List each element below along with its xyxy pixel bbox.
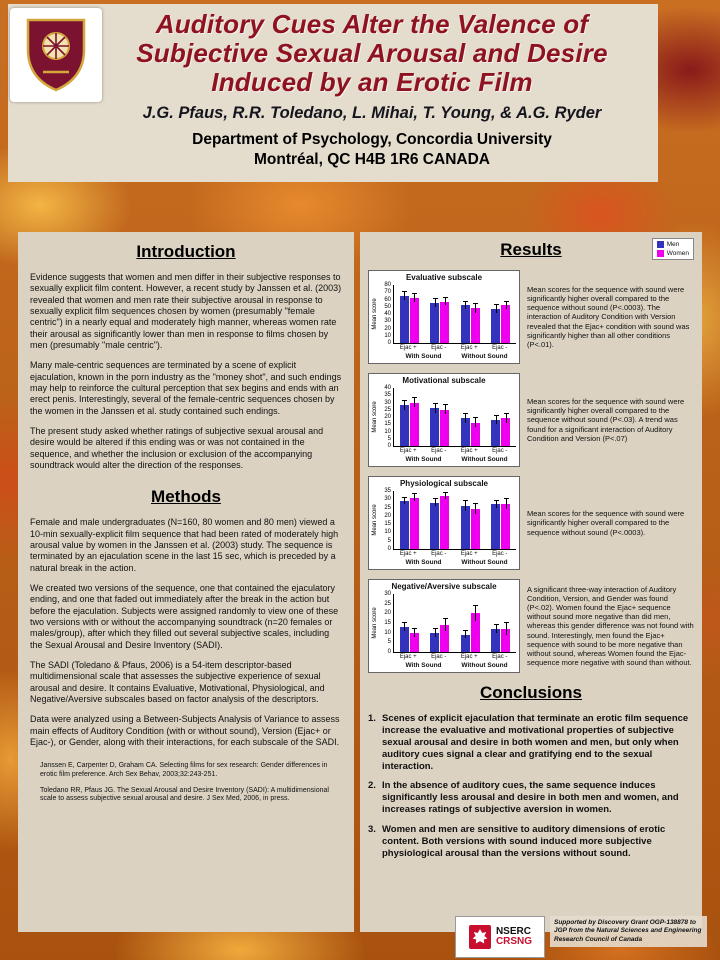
left-column: Introduction Evidence suggests that wome… [18,232,354,932]
conclusion-item: 3. Women and men are sensitive to audito… [368,824,694,860]
introduction-heading: Introduction [136,242,236,261]
chart-plot-area [393,285,516,344]
conclusion-item: 2. In the absence of auditory cues, the … [368,780,694,816]
chart-y-axis-label: Mean score [371,504,378,536]
methods-text: Female and male undergraduates (N=160, 8… [30,517,342,748]
chart-y-ticks: 0 5 10 15 20 25 30 [384,591,391,655]
results-note: A significant three-way interaction of A… [527,584,694,667]
department-line: Department of Psychology, Concordia Univ… [192,131,552,149]
address-line: Montréal, QC H4B 1R6 CANADA [254,150,490,168]
concordia-crest [10,8,102,102]
affiliation: Department of Psychology, Concordia Univ… [104,130,640,169]
chart-motivational: Motivational subscale Mean score 0 5 10 15 2… [368,373,520,467]
men-swatch-icon [656,241,664,248]
conclusions-section: Conclusions 1. Scenes of explicit ejacul… [368,683,694,860]
conclusions-heading: Conclusions [479,683,582,702]
nserc-label: NSERC [495,926,531,937]
reference-item: Toledano RR, Pfaus JG. The Sexual Arousa… [30,787,342,805]
conclusion-number: 2. [368,780,376,792]
chart-group-labels: With Sound Without Sound [405,662,508,669]
chart-y-ticks: 0 5 10 15 20 25 30 35 [384,488,391,552]
chart-y-ticks: 0 5 10 15 20 25 30 35 40 [384,385,391,449]
results-row-evaluative: Evaluative subscale Mean score 0 10 20 30 40… [368,270,694,364]
results-note: Mean scores for the sequence with sound … [527,397,685,443]
header: Auditory Cues Alter the Valence of Subje… [104,9,640,169]
crsng-label: CRSNG [495,936,533,947]
nserc-logo: NSERC CRSNG [455,916,545,958]
poster-title: Auditory Cues Alter the Valence of Subje… [104,9,640,98]
chart-plot-area [393,388,516,447]
legend-women: Women [656,250,689,257]
chart-group-labels: With Sound Without Sound [405,559,508,566]
chart-y-axis-label: Mean score [371,607,378,639]
funding-acknowledgement: Supported by Discovery Grant OGP-138878 … [550,916,707,948]
chart-x-labels: Ejac + Ejac - Ejac + Ejac - [399,448,508,454]
chart-physiological: Physiological subscale Mean score 0 5 10 15… [368,476,520,570]
nserc-wordmark: NSERC CRSNG [496,927,532,947]
chart-title: Negative/Aversive subscale [391,582,497,591]
reference-text: Toledano RR, Pfaus JG. The Sexual Arousa… [40,786,329,803]
chart-x-labels: Ejac + Ejac - Ejac + Ejac - [399,345,508,351]
chart-plot-area [393,491,516,550]
title-line-3: Induced by an Erotic Film [211,67,533,98]
chart-evaluative: Evaluative subscale Mean score 0 10 20 30 40… [368,270,520,364]
chart-title: Evaluative subscale [405,273,483,282]
introduction-text: Evidence suggests that women and men dif… [30,272,342,471]
right-column: Results Men Women Evaluative subscale Me… [360,232,702,932]
chart-x-labels: Ejac + Ejac - Ejac + Ejac - [399,551,508,557]
conclusion-text: In the absence of auditory cues, the sam… [382,780,679,816]
results-row-physiological: Physiological subscale Mean score 0 5 10 15… [368,476,694,570]
chart-y-axis-label: Mean score [371,298,378,330]
nserc-flag-icon [468,925,491,949]
results-row-motivational: Motivational subscale Mean score 0 5 10 15 2… [368,373,694,467]
results-note: Mean scores for the sequence with sound … [527,285,690,349]
chart-y-ticks: 0 10 20 30 40 50 60 70 80 [384,282,391,346]
methods-paragraph: Female and male undergraduates (N=160, 8… [30,517,339,573]
chart-group-labels: With Sound Without Sound [405,353,508,360]
results-heading: Results [500,240,562,259]
title-line-1: Auditory Cues Alter the Valence of [155,9,589,39]
references: Janssen E, Carpenter D, Graham CA. Selec… [30,762,342,804]
intro-paragraph: Evidence suggests that women and men dif… [30,272,342,350]
intro-paragraph: Many male-centric sequences are terminat… [30,360,342,416]
crest-shield-icon [26,18,86,92]
intro-paragraph: The present study asked whether ratings … [30,425,324,470]
conclusion-text: Women and men are sensitive to auditory … [382,824,666,859]
legend-women-label: Women [666,250,689,257]
reference-text: Janssen E, Carpenter D, Graham CA. Selec… [40,762,328,778]
chart-title: Motivational subscale [402,376,486,385]
title-line-2: Subjective Sexual Arousal and Desire [136,38,608,69]
conclusion-item: 1. Scenes of explicit ejaculation that t… [368,713,694,772]
conclusion-text: Scenes of explicit ejaculation that term… [382,713,689,772]
results-header-row: Results Men Women [368,238,694,260]
footer: NSERC CRSNG Supported by Discovery Grant… [455,916,707,958]
reference-item: Janssen E, Carpenter D, Graham CA. Selec… [30,762,342,780]
chart-group-labels: With Sound Without Sound [405,456,508,463]
legend-men: Men [656,241,689,248]
chart-title: Physiological subscale [399,479,489,488]
conclusion-number: 3. [368,824,376,835]
chart-plot-area [393,594,516,653]
results-note: Mean scores for the sequence with sound … [527,509,685,537]
methods-paragraph: The SADI (Toledano & Pfaus, 2006) is a 5… [30,659,325,704]
header-panel [8,4,658,182]
methods-paragraph: Data were analyzed using a Between-Subje… [30,714,340,747]
legend-men-label: Men [666,241,680,248]
chart-y-axis-label: Mean score [371,401,378,433]
chart-x-labels: Ejac + Ejac - Ejac + Ejac - [399,654,508,660]
methods-paragraph: We created two versions of the sequence,… [30,582,339,650]
methods-heading: Methods [151,487,221,507]
women-swatch-icon [656,250,664,257]
chart-legend: Men Women [651,238,694,260]
conclusion-number: 1. [368,713,376,724]
authors-line: J.G. Pfaus, R.R. Toledano, L. Mihai, T. … [142,104,602,123]
